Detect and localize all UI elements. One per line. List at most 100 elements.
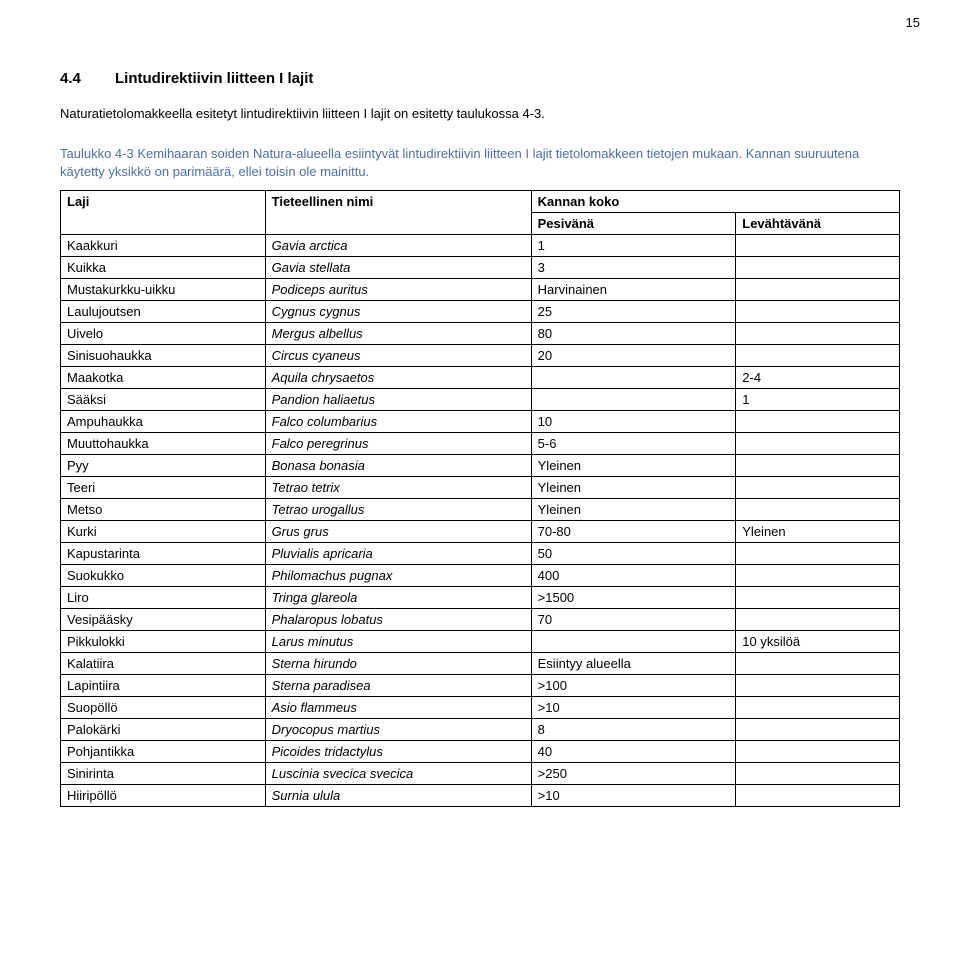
table-row: Mustakurkku-uikkuPodiceps auritusHarvina…	[61, 279, 900, 301]
table-row: SuopöllöAsio flammeus>10	[61, 697, 900, 719]
cell-levahtavana	[736, 697, 900, 719]
cell-laji: Pyy	[61, 455, 266, 477]
cell-laji: Metso	[61, 499, 266, 521]
cell-levahtavana: Yleinen	[736, 521, 900, 543]
cell-scientific-name: Tetrao urogallus	[265, 499, 531, 521]
cell-laji: Pohjantikka	[61, 741, 266, 763]
table-row: SääksiPandion haliaetus 1	[61, 389, 900, 411]
cell-scientific-name: Phalaropus lobatus	[265, 609, 531, 631]
cell-laji: Palokärki	[61, 719, 266, 741]
cell-laji: Muuttohaukka	[61, 433, 266, 455]
heading-number: 4.4	[60, 70, 115, 87]
table-row: SinirintaLuscinia svecica svecica>250	[61, 763, 900, 785]
cell-levahtavana	[736, 455, 900, 477]
col-header-pesivana: Pesivänä	[531, 213, 736, 235]
cell-pesivana: 1	[531, 235, 736, 257]
cell-levahtavana	[736, 499, 900, 521]
cell-levahtavana: 10 yksilöä	[736, 631, 900, 653]
table-row: KalatiiraSterna hirundoEsiintyy alueella	[61, 653, 900, 675]
cell-pesivana: 50	[531, 543, 736, 565]
cell-pesivana: Harvinainen	[531, 279, 736, 301]
table-row: PikkulokkiLarus minutus10 yksilöä	[61, 631, 900, 653]
table-row: KurkiGrus grus70-80Yleinen	[61, 521, 900, 543]
table-header-row-1: Laji Tieteellinen nimi Kannan koko	[61, 191, 900, 213]
cell-laji: Sääksi	[61, 389, 266, 411]
cell-pesivana: >10	[531, 697, 736, 719]
cell-pesivana: Esiintyy alueella	[531, 653, 736, 675]
cell-levahtavana	[736, 543, 900, 565]
cell-laji: Teeri	[61, 477, 266, 499]
cell-scientific-name: Picoides tridactylus	[265, 741, 531, 763]
col-header-kanta: Kannan koko	[531, 191, 899, 213]
cell-pesivana: >250	[531, 763, 736, 785]
cell-levahtavana	[736, 763, 900, 785]
cell-levahtavana	[736, 279, 900, 301]
section-heading: 4.4Lintudirektiivin liitteen I lajit	[60, 70, 900, 87]
cell-scientific-name: Pluvialis apricaria	[265, 543, 531, 565]
cell-pesivana	[531, 389, 736, 411]
cell-pesivana: 70-80	[531, 521, 736, 543]
cell-levahtavana	[736, 323, 900, 345]
cell-scientific-name: Pandion haliaetus	[265, 389, 531, 411]
cell-laji: Hiiripöllö	[61, 785, 266, 807]
cell-scientific-name: Surnia ulula	[265, 785, 531, 807]
table-row: UiveloMergus albellus80	[61, 323, 900, 345]
cell-laji: Uivelo	[61, 323, 266, 345]
cell-scientific-name: Asio flammeus	[265, 697, 531, 719]
cell-levahtavana	[736, 653, 900, 675]
cell-laji: Kaakkuri	[61, 235, 266, 257]
cell-laji: Ampuhaukka	[61, 411, 266, 433]
cell-laji: Laulujoutsen	[61, 301, 266, 323]
cell-scientific-name: Gavia stellata	[265, 257, 531, 279]
table-row: PohjantikkaPicoides tridactylus40	[61, 741, 900, 763]
cell-pesivana: 70	[531, 609, 736, 631]
cell-pesivana: 5-6	[531, 433, 736, 455]
cell-scientific-name: Larus minutus	[265, 631, 531, 653]
cell-scientific-name: Gavia arctica	[265, 235, 531, 257]
col-header-levahtavana: Levähtävänä	[736, 213, 900, 235]
cell-laji: Sinirinta	[61, 763, 266, 785]
table-row: PalokärkiDryocopus martius8	[61, 719, 900, 741]
table-caption: Taulukko 4-3 Kemihaaran soiden Natura-al…	[60, 145, 900, 180]
cell-levahtavana: 2-4	[736, 367, 900, 389]
cell-pesivana: 8	[531, 719, 736, 741]
table-row: HiiripöllöSurnia ulula>10	[61, 785, 900, 807]
table-row: KapustarintaPluvialis apricaria50	[61, 543, 900, 565]
table-row: AmpuhaukkaFalco columbarius10	[61, 411, 900, 433]
intro-paragraph: Naturatietolomakkeella esitetyt lintudir…	[60, 105, 900, 123]
cell-pesivana: 20	[531, 345, 736, 367]
cell-scientific-name: Grus grus	[265, 521, 531, 543]
cell-pesivana: >100	[531, 675, 736, 697]
cell-scientific-name: Tringa glareola	[265, 587, 531, 609]
cell-levahtavana	[736, 345, 900, 367]
table-row: LiroTringa glareola>1500	[61, 587, 900, 609]
cell-scientific-name: Sterna paradisea	[265, 675, 531, 697]
cell-pesivana: Yleinen	[531, 455, 736, 477]
table-row: KaakkuriGavia arctica1	[61, 235, 900, 257]
table-row: MaakotkaAquila chrysaetos2-4	[61, 367, 900, 389]
cell-scientific-name: Sterna hirundo	[265, 653, 531, 675]
cell-laji: Lapintiira	[61, 675, 266, 697]
cell-laji: Suopöllö	[61, 697, 266, 719]
cell-scientific-name: Mergus albellus	[265, 323, 531, 345]
cell-levahtavana	[736, 301, 900, 323]
cell-levahtavana	[736, 257, 900, 279]
cell-levahtavana	[736, 477, 900, 499]
cell-levahtavana	[736, 609, 900, 631]
cell-laji: Kuikka	[61, 257, 266, 279]
cell-levahtavana	[736, 235, 900, 257]
cell-scientific-name: Philomachus pugnax	[265, 565, 531, 587]
page-number: 15	[906, 15, 920, 30]
table-row: LapintiiraSterna paradisea>100	[61, 675, 900, 697]
cell-scientific-name: Circus cyaneus	[265, 345, 531, 367]
cell-levahtavana	[736, 719, 900, 741]
cell-laji: Kurki	[61, 521, 266, 543]
cell-pesivana: 80	[531, 323, 736, 345]
cell-pesivana: Yleinen	[531, 477, 736, 499]
table-row: VesipääskyPhalaropus lobatus70	[61, 609, 900, 631]
cell-levahtavana: 1	[736, 389, 900, 411]
cell-scientific-name: Tetrao tetrix	[265, 477, 531, 499]
cell-pesivana	[531, 631, 736, 653]
table-row: LaulujoutsenCygnus cygnus25	[61, 301, 900, 323]
table-row: KuikkaGavia stellata3	[61, 257, 900, 279]
